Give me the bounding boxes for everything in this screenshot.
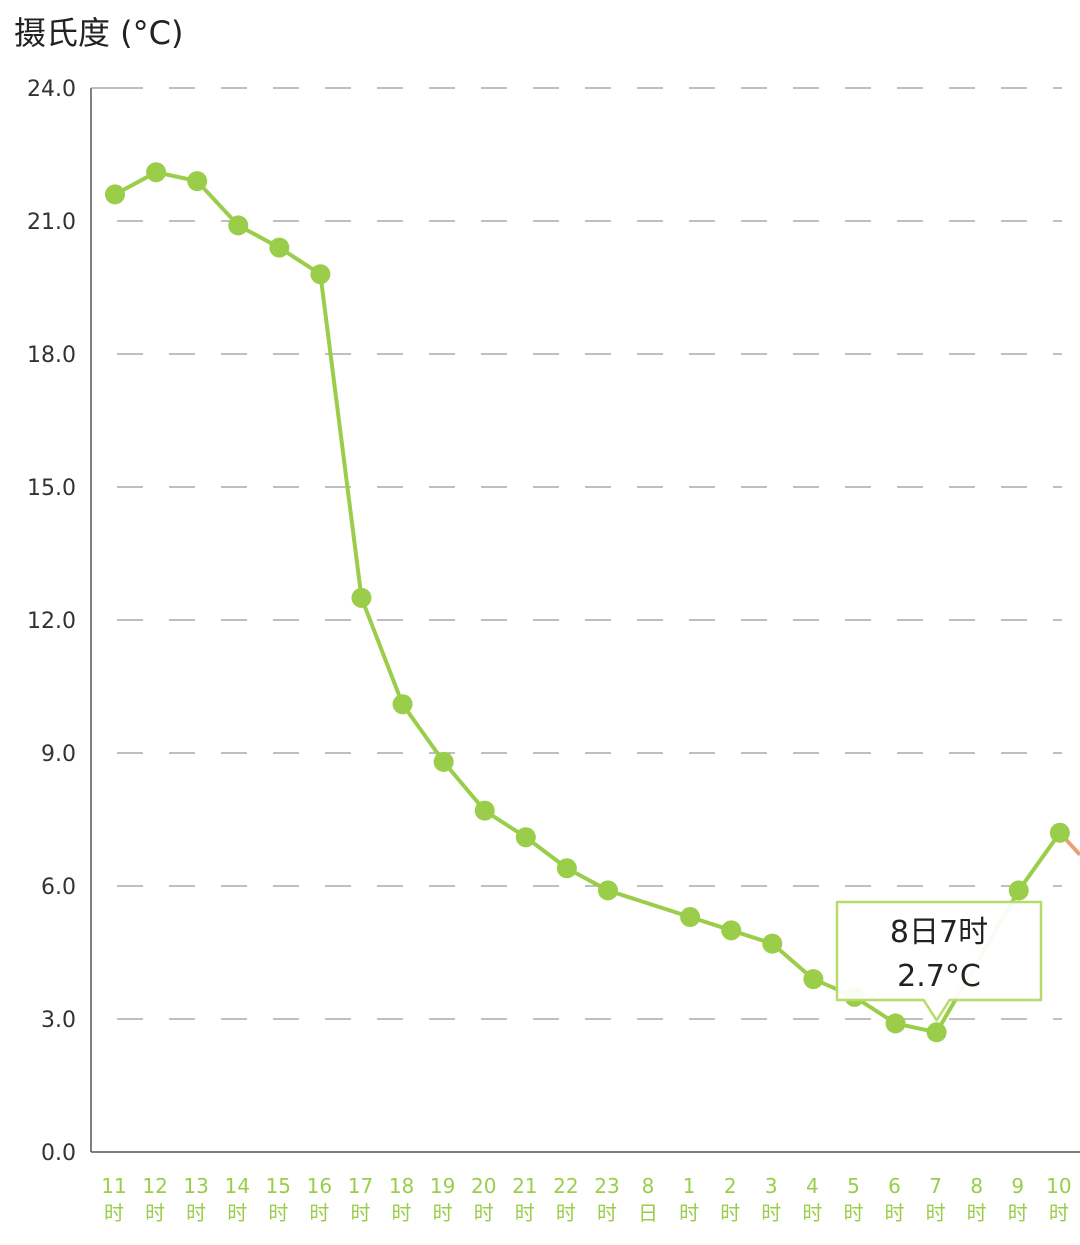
data-point (187, 171, 208, 192)
tooltip-time: 8日7时 (890, 915, 988, 950)
x-tick-label: 时 (145, 1201, 165, 1225)
y-tick-label: 24.0 (27, 77, 76, 102)
x-tick-label: 18 (389, 1174, 414, 1198)
tooltip: 8日7时 2.7°C (835, 900, 1043, 1022)
x-tick-label: 19 (430, 1174, 455, 1198)
x-tick-label: 日 (638, 1201, 658, 1225)
x-tick-label: 4 (806, 1174, 819, 1198)
data-point (556, 858, 577, 879)
x-tick-label: 时 (268, 1201, 288, 1225)
x-tick-label: 17 (348, 1174, 373, 1198)
x-tick-label: 6 (888, 1174, 901, 1198)
x-tick-label: 12 (142, 1174, 167, 1198)
x-tick-label: 时 (761, 1201, 781, 1225)
x-tick-label: 1 (683, 1174, 696, 1198)
x-tick-labels: 11时12时13时14时15时16时17时18时19时20时21时22时23时8… (101, 1174, 1071, 1225)
y-tick-labels: 0.0 3.0 6.0 9.0 12.0 15.0 18.0 21.0 24.0 (27, 77, 76, 1166)
data-point (721, 920, 742, 941)
x-tick-label: 3 (765, 1174, 778, 1198)
y-tick-label: 18.0 (27, 343, 76, 368)
x-tick-label: 13 (183, 1174, 208, 1198)
x-tick-label: 21 (512, 1174, 537, 1198)
x-tick-label: 时 (392, 1201, 412, 1225)
x-tick-label: 23 (594, 1174, 619, 1198)
data-point (1008, 880, 1029, 901)
x-tick-label: 时 (1008, 1201, 1028, 1225)
x-tick-label: 14 (225, 1174, 250, 1198)
x-tick-label: 时 (556, 1201, 576, 1225)
axes (90, 87, 1080, 1153)
y-tick-label: 3.0 (41, 1008, 76, 1033)
x-tick-label: 时 (597, 1201, 617, 1225)
x-tick-label: 时 (885, 1201, 905, 1225)
x-tick-label: 时 (926, 1201, 946, 1225)
x-tick-label: 7 (929, 1174, 942, 1198)
x-tick-label: 时 (474, 1201, 494, 1225)
data-point (762, 933, 783, 954)
tooltip-value: 2.7°C (897, 959, 981, 994)
y-axis-label: 摄氏度 (°C) (14, 14, 184, 52)
x-tick-label: 22 (553, 1174, 578, 1198)
x-tick-label: 5 (847, 1174, 860, 1198)
y-tick-label: 12.0 (27, 609, 76, 634)
data-point (515, 827, 536, 848)
x-tick-label: 时 (227, 1201, 247, 1225)
data-point (351, 587, 372, 608)
x-tick-label: 9 (1011, 1174, 1024, 1198)
data-point (146, 162, 167, 183)
x-tick-label: 时 (104, 1201, 124, 1225)
data-point (680, 907, 701, 928)
tooltip-box (835, 900, 1043, 1022)
data-point (392, 694, 413, 715)
data-point (269, 237, 290, 258)
x-tick-label: 2 (724, 1174, 737, 1198)
data-point (228, 215, 249, 236)
x-tick-label: 时 (843, 1201, 863, 1225)
series-points (105, 162, 1070, 1043)
x-tick-label: 时 (1049, 1201, 1069, 1225)
data-point (597, 880, 618, 901)
y-tick-label: 9.0 (41, 742, 76, 767)
data-point (474, 800, 495, 821)
data-point (1049, 822, 1070, 843)
data-point (433, 751, 454, 772)
x-tick-label: 8 (642, 1174, 655, 1198)
data-point (926, 1022, 947, 1043)
data-point (803, 969, 824, 990)
x-tick-label: 时 (967, 1201, 987, 1225)
data-point (310, 264, 331, 285)
y-tick-label: 15.0 (27, 476, 76, 501)
data-point (105, 184, 125, 205)
x-tick-label: 时 (720, 1201, 740, 1225)
x-tick-label: 时 (802, 1201, 822, 1225)
y-tick-label: 6.0 (41, 875, 76, 900)
x-tick-label: 20 (471, 1174, 496, 1198)
x-tick-label: 时 (350, 1201, 370, 1225)
x-tick-label: 10 (1046, 1174, 1071, 1198)
y-tick-label: 21.0 (27, 210, 76, 235)
data-point (885, 1013, 906, 1034)
x-tick-label: 时 (515, 1201, 535, 1225)
x-tick-label: 时 (679, 1201, 699, 1225)
x-tick-label: 时 (186, 1201, 206, 1225)
y-tick-label: 0.0 (41, 1141, 76, 1166)
x-tick-label: 8 (970, 1174, 983, 1198)
temperature-line (113, 170, 1062, 1035)
x-tick-label: 11 (101, 1174, 126, 1198)
x-tick-label: 15 (266, 1174, 291, 1198)
x-tick-label: 时 (433, 1201, 453, 1225)
x-tick-label: 16 (307, 1174, 332, 1198)
x-tick-label: 时 (309, 1201, 329, 1225)
